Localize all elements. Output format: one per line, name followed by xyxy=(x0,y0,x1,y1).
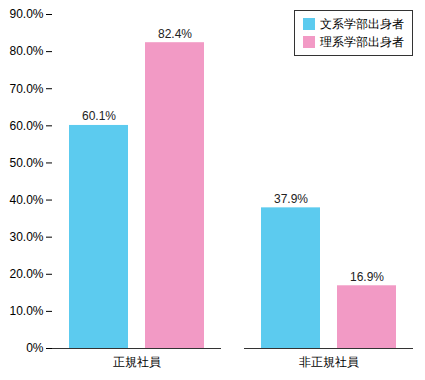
svg-text:10.0%: 10.0% xyxy=(9,304,43,318)
svg-text:80.0%: 80.0% xyxy=(9,44,43,58)
svg-text:60.0%: 60.0% xyxy=(9,119,43,133)
svg-text:正規社員: 正規社員 xyxy=(113,355,161,369)
svg-text:50.0%: 50.0% xyxy=(9,156,43,170)
svg-text:60.1%: 60.1% xyxy=(82,109,116,123)
svg-text:20.0%: 20.0% xyxy=(9,267,43,281)
html-text:理系学部出身者: 理系学部出身者 xyxy=(320,35,404,49)
svg-text:40.0%: 40.0% xyxy=(9,193,43,207)
svg-text:37.9%: 37.9% xyxy=(274,192,308,206)
svg-text:90.0%: 90.0% xyxy=(9,7,43,21)
svg-text:30.0%: 30.0% xyxy=(9,230,43,244)
svg-text:82.4%: 82.4% xyxy=(158,27,192,41)
svg-text:16.9%: 16.9% xyxy=(350,270,384,284)
svg-text:非正規社員: 非正規社員 xyxy=(299,355,359,369)
svg-text:0%: 0% xyxy=(26,341,44,355)
svg-text:70.0%: 70.0% xyxy=(9,82,43,96)
html-text:文系学部出身者: 文系学部出身者 xyxy=(320,17,404,31)
